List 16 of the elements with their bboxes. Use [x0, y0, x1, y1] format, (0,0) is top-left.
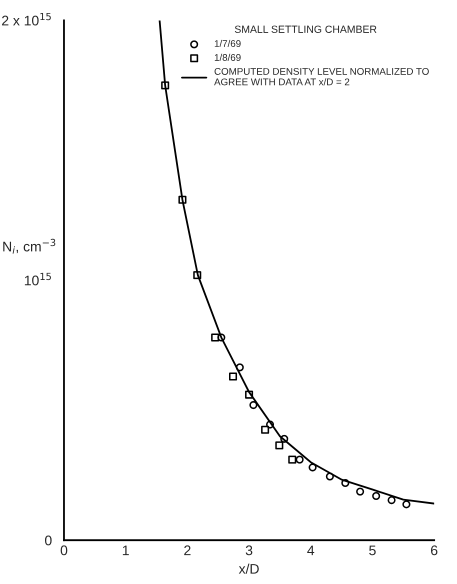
x-tick-label: 1	[122, 546, 129, 556]
y-tick-label: 0	[44, 536, 52, 546]
x-tick-label: 5	[369, 546, 376, 556]
y-tick-label: 10$^{15}$	[24, 272, 51, 286]
legend-label: COMPUTED DENSITY LEVEL NORMALIZED TO AGREE WITH DATA AT x/D = 2	[214, 68, 429, 86]
x-tick-label: 6	[430, 545, 438, 556]
x-tick-label: 3	[246, 545, 252, 556]
y-axis-title: N$_{i}$, cm$^{−3}$	[3, 238, 56, 254]
x-tick-label: 0	[60, 545, 68, 556]
x-tick-label: 4	[307, 546, 314, 556]
x-tick-label: 2	[184, 545, 191, 556]
legend-label: 1/7/69	[214, 40, 241, 48]
y-tick-label: 2 x 10$^{15}$	[2, 12, 51, 26]
legend-label: 1/8/69	[214, 54, 241, 61]
x-axis-title: x/D	[238, 564, 259, 574]
legend-title: SMALL SETTLING CHAMBER	[234, 26, 376, 33]
